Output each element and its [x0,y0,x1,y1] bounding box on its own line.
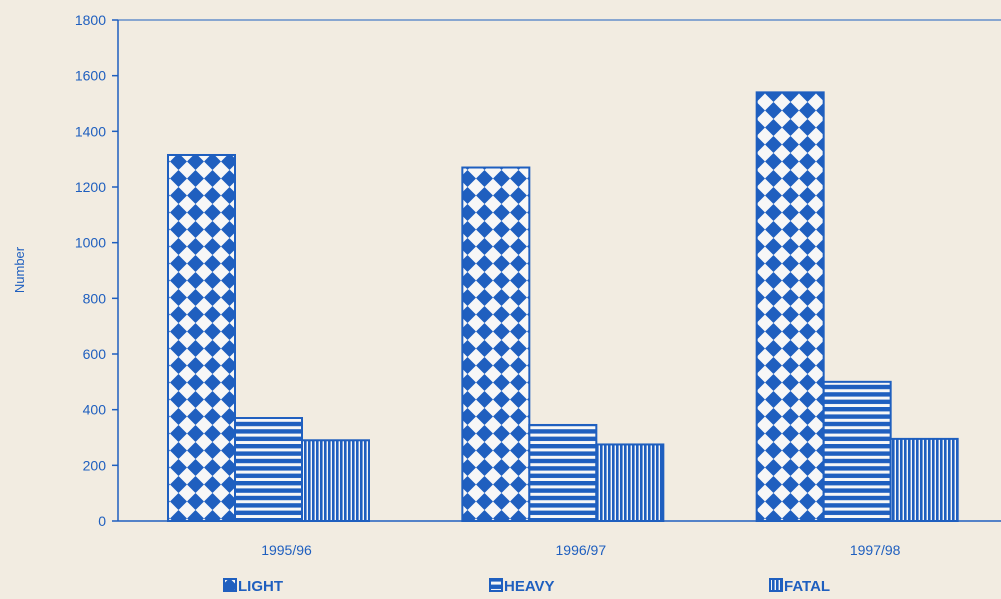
y-tick-label: 800 [83,290,107,306]
bar-heavy-1995-96 [234,417,303,522]
legend: LIGHT HEAVY FATAL [223,578,830,595]
bar-fatal-1996-97 [595,443,665,523]
y-tick-label: 1600 [75,68,106,84]
y-axis-title: Number [12,246,27,293]
y-tick-label: 1200 [75,179,106,195]
y-tick-label: 1800 [75,12,106,28]
x-category-label: 1996/97 [556,542,607,558]
bar-fatal-1997-98 [889,437,959,522]
y-tick-label: 1400 [75,123,106,139]
bar-fatal-1995-96 [301,439,370,522]
legend-label: LIGHT [238,578,283,595]
bar-light-1997-98 [755,91,825,522]
bar-heavy-1997-98 [822,380,892,523]
bar-light-1995-96 [167,153,236,522]
y-axis: 0 200 400 600 800 1000 1200 1400 1600 1800 [75,12,1001,529]
legend-item-heavy: HEAVY [489,578,555,595]
category-labels: 1995/96 1996/97 1997/98 [261,542,900,558]
bar-light-1996-97 [461,166,531,522]
y-tick-label: 600 [83,346,107,362]
legend-label: HEAVY [504,578,555,595]
legend-item-light: LIGHT [223,578,283,595]
y-tick-label: 200 [83,457,107,473]
y-tick-label: 0 [98,513,106,529]
legend-item-fatal: FATAL [769,578,830,595]
y-tick-label: 1000 [75,235,106,251]
legend-swatch [223,578,237,592]
legend-swatch [489,578,503,592]
legend-swatch [769,578,783,592]
x-category-label: 1997/98 [850,542,901,558]
x-category-label: 1995/96 [261,542,312,558]
bar-heavy-1996-97 [528,423,598,523]
legend-label: FATAL [784,578,830,595]
bars [167,91,959,523]
y-tick-label: 400 [83,402,107,418]
